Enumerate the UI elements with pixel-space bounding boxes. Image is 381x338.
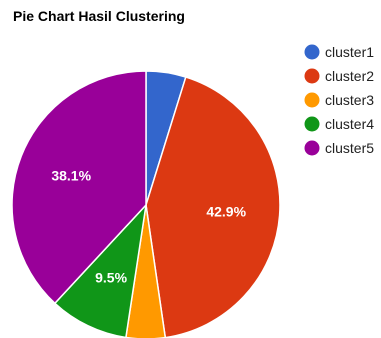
pie-slice-cluster4[interactable]	[53, 202, 148, 338]
legend-item-cluster2[interactable]: cluster2	[304, 68, 375, 84]
slice-label-cluster5: 38.1%	[51, 168, 91, 184]
legend-marker-cluster5	[304, 140, 320, 156]
legend-item-cluster4[interactable]: cluster4	[304, 116, 375, 132]
legend-label-cluster5: cluster5	[325, 140, 374, 156]
chart-title: Pie Chart Hasil Clustering	[13, 8, 185, 24]
pie-slice-cluster2[interactable]	[145, 76, 281, 338]
legend-label-cluster2: cluster2	[325, 68, 374, 84]
legend-item-cluster3[interactable]: cluster3	[304, 92, 375, 108]
legend-marker-cluster3	[304, 92, 320, 108]
legend-label-cluster1: cluster1	[325, 44, 374, 60]
legend-marker-cluster4	[304, 116, 320, 132]
slice-label-cluster2: 42.9%	[206, 203, 246, 219]
pie-slice-cluster5[interactable]	[11, 70, 147, 305]
legend-label-cluster4: cluster4	[325, 116, 374, 132]
legend-marker-cluster2	[304, 68, 320, 84]
legend-item-cluster1[interactable]: cluster1	[304, 44, 375, 60]
legend-item-cluster5[interactable]: cluster5	[304, 140, 375, 156]
legend-marker-cluster1	[304, 44, 320, 60]
legend-label-cluster3: cluster3	[325, 92, 374, 108]
slice-label-cluster4: 9.5%	[95, 269, 127, 285]
